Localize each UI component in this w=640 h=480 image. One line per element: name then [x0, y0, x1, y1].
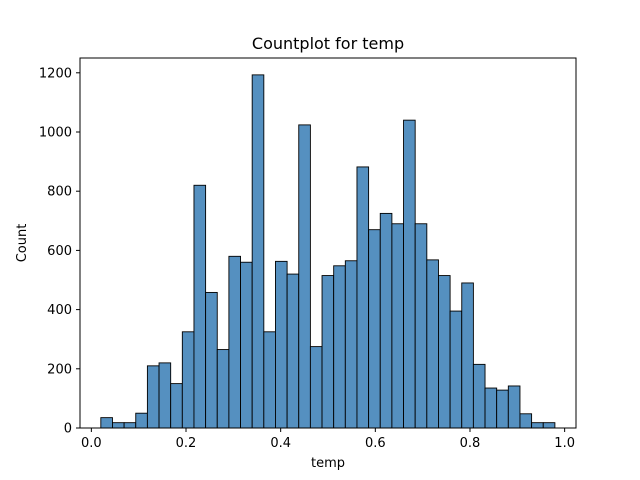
- histogram-bar: [321, 275, 335, 429]
- histogram-bar: [379, 212, 393, 429]
- histogram-bar: [135, 412, 148, 429]
- histogram-bar: [216, 349, 230, 429]
- histogram-bar: [496, 389, 509, 429]
- histogram-bar: [333, 265, 346, 429]
- histogram-bar: [158, 362, 172, 429]
- x-axis-ticks: 0.0 0.2 0.4 0.6 0.8 1.0: [81, 428, 575, 451]
- y-tick-label: 600: [47, 244, 72, 259]
- histogram-bar: [275, 260, 288, 429]
- histogram-bar: [286, 273, 300, 429]
- x-tick-label: 0.0: [81, 436, 102, 451]
- x-tick-label: 0.2: [176, 436, 197, 451]
- y-axis-ticks: 0 200 400 600 800 1000 1200: [39, 66, 80, 437]
- histogram-bar: [263, 331, 276, 429]
- histogram-bar: [368, 229, 381, 429]
- histogram-bar: [298, 124, 311, 429]
- x-tick-label: 0.4: [270, 436, 291, 451]
- histogram-bar: [542, 422, 556, 429]
- histogram-bar: [461, 282, 474, 429]
- histogram-bar: [356, 166, 370, 429]
- histogram-bar: [193, 184, 207, 429]
- histogram-bar: [146, 365, 160, 429]
- chart-title: Countplot for temp: [252, 34, 404, 53]
- bars-group: [100, 74, 556, 429]
- histogram-bar: [170, 383, 183, 429]
- y-tick-label: 800: [47, 185, 72, 200]
- histogram-bar: [531, 422, 544, 429]
- histogram-bar: [228, 255, 241, 429]
- x-tick-label: 0.6: [365, 436, 386, 451]
- y-tick-label: 0: [64, 422, 72, 437]
- histogram-bar: [507, 385, 521, 429]
- histogram-bar: [181, 331, 195, 429]
- histogram-bar: [519, 413, 533, 429]
- histogram-bar: [309, 346, 323, 429]
- histogram-bar: [472, 363, 486, 429]
- histogram-bar: [251, 74, 265, 429]
- x-axis-label: temp: [311, 456, 345, 471]
- plot-frame: [79, 57, 577, 429]
- x-tick-label: 0.8: [460, 436, 481, 451]
- histogram-bar: [403, 119, 416, 429]
- histogram-bar: [414, 223, 428, 429]
- y-axis-label: Count: [15, 224, 30, 263]
- histogram-bar: [112, 422, 125, 429]
- histogram-bar: [426, 259, 439, 429]
- y-tick-label: 1000: [39, 126, 72, 141]
- histogram-bar: [123, 422, 137, 429]
- y-tick-label: 400: [47, 303, 72, 318]
- x-tick-label: 1.0: [554, 436, 575, 451]
- histogram-bar: [100, 417, 113, 429]
- histogram-bar: [449, 310, 463, 429]
- histogram-bar: [484, 387, 498, 429]
- y-tick-label: 1200: [39, 66, 72, 81]
- histogram-bar: [438, 275, 451, 429]
- histogram-bar: [205, 291, 218, 429]
- histogram-bar: [344, 260, 358, 429]
- histogram-bar: [240, 261, 253, 429]
- y-tick-label: 200: [47, 362, 72, 377]
- histogram-bar: [391, 223, 404, 429]
